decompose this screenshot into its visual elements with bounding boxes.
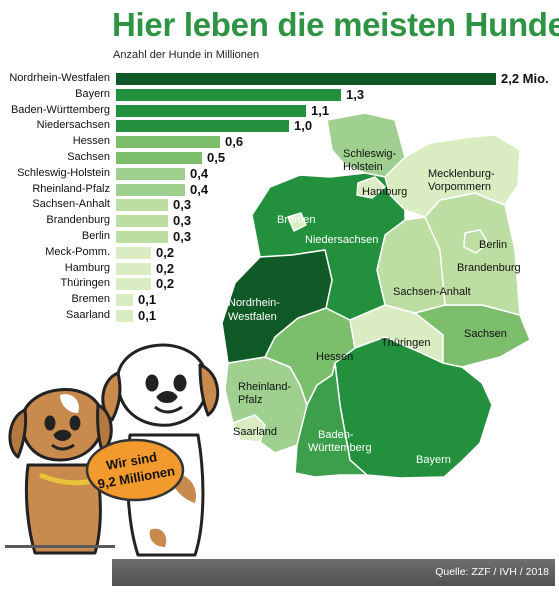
bar xyxy=(116,310,133,322)
bar xyxy=(116,168,185,180)
bar xyxy=(116,136,220,148)
bar-category-label: Saarland xyxy=(65,309,110,321)
bar xyxy=(116,278,151,290)
bar-category-label: Nordrhein-Westfalen xyxy=(9,72,110,84)
bar-category-label: Hessen xyxy=(72,135,110,147)
bar-category-label: Niedersachsen xyxy=(36,119,110,131)
svg-text:Rheinland-Pfalz: Rheinland-Pfalz xyxy=(238,381,292,406)
map-label-saarland: Saarland xyxy=(233,426,277,438)
bar-value-label: 1,3 xyxy=(346,87,365,102)
map-label-niedersachsen: Niedersachsen xyxy=(305,234,378,246)
bar-category-label: Schleswig-Holstein xyxy=(17,167,110,179)
brown-dog-illustration xyxy=(8,388,113,555)
bar-value-label: 0,3 xyxy=(173,213,192,228)
bar-value-label: 0,1 xyxy=(138,292,157,307)
footer-bar: Quelle: ZZF / IVH / 2018 xyxy=(112,559,555,586)
map-region-bremen xyxy=(287,212,307,232)
svg-text:Baden-Württemberg: Baden-Württemberg xyxy=(308,429,372,454)
map-label-brandenburg: Brandenburg xyxy=(457,262,521,274)
bar-value-label: 0,2 xyxy=(156,276,175,291)
map-label-bremen: Bremen xyxy=(277,214,316,226)
map-label-rheinland-pfalz-2: Pfalz xyxy=(238,394,262,406)
map-label-bw-2: Württemberg xyxy=(308,442,372,454)
bar-value-label: 0,2 xyxy=(156,245,175,260)
map-label-schleswig-holstein-2: Holstein xyxy=(343,161,383,173)
map-region-nrw xyxy=(221,249,333,364)
bar-value-label: 1,1 xyxy=(311,103,330,118)
bar-category-label: Brandenburg xyxy=(46,214,110,226)
white-dog-illustration xyxy=(101,343,220,557)
bar-value-label: 0,4 xyxy=(190,166,209,181)
chart-subtitle: Anzahl der Hunde in Millionen xyxy=(113,49,260,61)
bar xyxy=(116,215,168,227)
bar xyxy=(116,294,133,306)
map-label-berlin: Berlin xyxy=(479,239,507,251)
svg-text:Schleswig-Holstein: Schleswig-Holstein xyxy=(343,148,397,173)
bar xyxy=(116,105,306,117)
bar-value-label: 0,5 xyxy=(207,150,226,165)
dogs-illustration: Wir sind 9,2 Millionen xyxy=(8,343,220,557)
map-label-schleswig-holstein-1: Schleswig- xyxy=(343,148,397,160)
map-label-nrw-2: Westfalen xyxy=(228,311,277,323)
bar-category-label: Baden-Württemberg xyxy=(10,104,110,116)
bar-category-label: Sachsen-Anhalt xyxy=(32,198,110,210)
map-label-nrw-1: Nordrhein- xyxy=(228,297,280,309)
bar xyxy=(116,152,202,164)
bar-value-label: 0,1 xyxy=(138,308,157,323)
bar-category-label: Bayern xyxy=(75,88,110,100)
map-label-sachsen-anhalt: Sachsen-Anhalt xyxy=(393,286,471,298)
map-label-sachsen: Sachsen xyxy=(464,328,507,340)
map-label-hamburg: Hamburg xyxy=(362,186,407,198)
page-title: Hier leben die meisten Hunde xyxy=(112,6,559,43)
divider-line xyxy=(5,545,115,548)
map-label-rheinland-pfalz-1: Rheinland- xyxy=(238,381,292,393)
svg-text:Mecklenburg-Vorpommern: Mecklenburg-Vorpommern xyxy=(428,168,495,193)
bar xyxy=(116,263,151,275)
map-region-hamburg xyxy=(356,176,386,199)
map-region-berlin xyxy=(463,229,489,254)
bar xyxy=(116,120,289,132)
bar-value-label: 0,2 xyxy=(156,261,175,276)
bar-category-label: Bremen xyxy=(71,293,110,305)
bar-value-label: 0,4 xyxy=(190,182,209,197)
bar xyxy=(116,231,168,243)
map-label-bw-1: Baden- xyxy=(318,429,354,441)
svg-text:Nordrhein-Westfalen: Nordrhein- Westfalen xyxy=(228,297,280,323)
bar-category-label: Thüringen xyxy=(60,277,110,289)
bar-category-label: Meck-Pomm. xyxy=(45,246,110,258)
map-region-mecklenburg-vorpommern xyxy=(384,134,521,218)
bar xyxy=(116,89,341,101)
bar-category-label: Hamburg xyxy=(64,262,110,274)
bar-value-label: 1,0 xyxy=(294,118,313,133)
map-label-hessen: Hessen xyxy=(316,351,353,363)
bar-value-label: 2,2 Mio. xyxy=(501,71,549,86)
germany-map: Schleswig-Holstein Hamburg Mecklenburg-V… xyxy=(221,112,531,479)
bar-category-label: Rheinland-Pfalz xyxy=(32,183,110,195)
bar-value-label: 0,6 xyxy=(225,134,244,149)
bar-value-label: 0,3 xyxy=(173,197,192,212)
bar xyxy=(116,199,168,211)
bar xyxy=(116,247,151,259)
total-badge: Wir sind 9,2 Millionen xyxy=(85,438,185,502)
map-label-mecklenburg-2: Vorpommern xyxy=(428,181,491,193)
source-credit: Quelle: ZZF / IVH / 2018 xyxy=(435,566,549,578)
bar xyxy=(116,184,185,196)
bar-value-label: 0,3 xyxy=(173,229,192,244)
bar-category-label: Berlin xyxy=(81,230,110,242)
map-label-bayern: Bayern xyxy=(416,454,451,466)
map-label-mecklenburg-1: Mecklenburg- xyxy=(428,168,495,180)
bar-category-label: Sachsen xyxy=(67,151,110,163)
map-label-thueringen: Thüringen xyxy=(381,337,431,349)
bar xyxy=(116,73,496,85)
